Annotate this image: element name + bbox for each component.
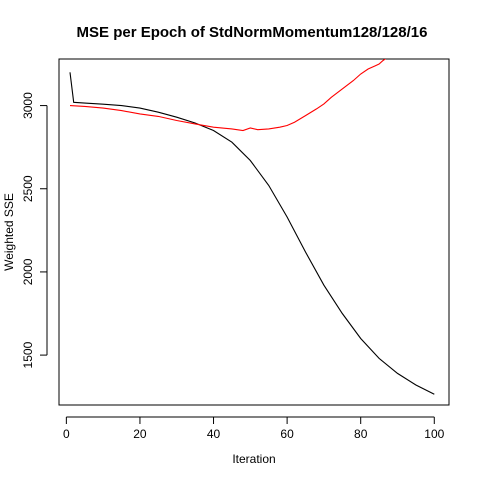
x-tick-label: 40 bbox=[207, 427, 221, 441]
y-tick-label: 1500 bbox=[21, 341, 35, 368]
x-tick-label: 20 bbox=[133, 427, 147, 441]
y-axis-label: Weighted SSE bbox=[2, 193, 16, 271]
y-tick-label: 2000 bbox=[21, 258, 35, 285]
y-tick-label: 3000 bbox=[21, 92, 35, 119]
series-layer bbox=[69, 59, 435, 395]
plot-frame bbox=[58, 58, 450, 406]
series-line-2 bbox=[69, 59, 387, 132]
series-line-1 bbox=[69, 72, 435, 395]
x-tick-label: 0 bbox=[63, 427, 70, 441]
x-axis: 0 20 40 60 80 100 bbox=[63, 416, 445, 441]
x-axis-label: Iteration bbox=[232, 452, 275, 466]
x-tick-label: 100 bbox=[424, 427, 444, 441]
y-axis: 1500 2000 2500 3000 bbox=[21, 92, 48, 368]
x-tick-label: 80 bbox=[354, 427, 368, 441]
x-tick-label: 60 bbox=[280, 427, 294, 441]
y-tick-label: 2500 bbox=[21, 175, 35, 202]
chart-title: MSE per Epoch of StdNormMomentum128/128/… bbox=[77, 24, 428, 41]
